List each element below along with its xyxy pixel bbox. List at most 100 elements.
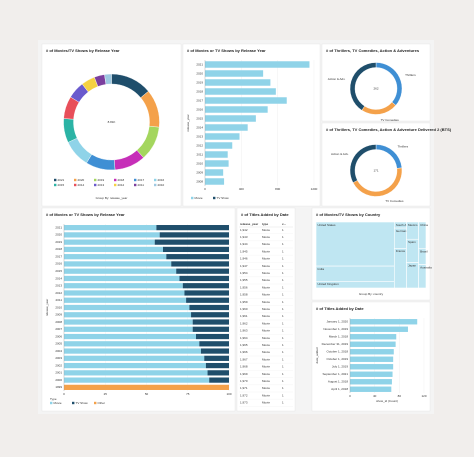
panel-title: # of Movies or TV Shows by Release Year [46,212,125,217]
y-tick-label: 2007 [55,327,62,331]
bar [64,370,208,376]
bar [64,275,180,282]
bar [209,377,229,383]
table-cell: 1 [282,228,284,232]
bar [64,290,185,296]
table-cell: 1,967 [240,357,248,361]
treemap-cell [394,248,407,289]
table-cell: Movie [262,343,270,347]
legend-label: 2018 [118,178,125,182]
bar [64,348,201,354]
y-tick-label: 2005 [55,342,62,346]
y-tick-label: July 1, 2019 [332,365,349,369]
bar [189,304,229,311]
bar [350,334,397,340]
table-cell: 1,966 [240,350,248,354]
legend-label: 2017 [138,178,145,182]
center-label: 171 [373,168,378,172]
table-cell: 1,959 [240,300,248,304]
column-header: c... [282,222,286,226]
panel-title: # of Movies or TV Shows by Release Year [187,48,266,53]
legend-title: Type [50,397,57,401]
table-cell: Movie [262,350,270,354]
table-cell: 1,963 [240,329,248,333]
table-cell: 1 [282,285,284,289]
bar [350,319,418,325]
y-tick-label: April 1, 2018 [331,387,348,391]
bar [205,133,240,140]
table-cell: 1,945 [240,249,248,253]
legend-label: 2012 [118,183,125,187]
panel [236,207,296,412]
table-cell: Movie [262,235,270,239]
bar [205,97,287,104]
cell-label: India [318,267,325,271]
y-tick-label: 2018 [196,89,203,93]
table-cell: 1 [282,343,284,347]
table-cell: Movie [262,357,270,361]
y-tick-label: August 1, 2018 [328,380,349,384]
table-cell: 1 [282,300,284,304]
bar [179,275,229,282]
table-cell: 1,955 [240,278,248,282]
cell-label: South Africa [396,223,413,227]
y-tick-label: September 1, 2021 [322,372,348,376]
y-tick-label: December 31, 2019 [322,342,349,346]
bar [205,362,229,369]
table-cell: Movie [262,285,270,289]
legend-swatch [74,183,77,187]
bar [64,232,160,238]
legend-swatch [94,183,97,187]
y-tick-label: 2001 [55,371,62,375]
table-cell: Movie [262,264,270,268]
bar [176,268,229,274]
y-tick-label: 2021 [55,225,62,229]
bar [64,341,200,347]
bar [192,326,229,332]
y-tick-label: 2018 [55,247,62,251]
panel-title: # of Thrillers, TV Comedies, Action & Ad… [326,127,452,132]
bar [64,377,210,383]
y-tick-label: 2008 [196,179,203,183]
bar [205,79,271,86]
x-tick-label: 120 [421,394,426,398]
cell-label: Japan [408,263,417,267]
y-tick-label: 2015 [55,269,62,273]
table-cell: 1,958 [240,293,248,297]
table-cell: Movie [262,379,270,383]
treemap-cell [315,265,395,282]
cell-label: China [420,223,428,227]
y-tick-label: October 1, 2019 [326,357,348,361]
bar [182,283,229,289]
table-cell: 1,965 [240,343,248,347]
legend-swatch [94,178,97,182]
y-tick-label: 2016 [196,107,203,111]
legend-label: Movie [54,401,62,405]
bar [64,268,177,274]
bar [350,326,408,332]
y-tick-label: 2002 [55,363,62,367]
legend-label: Other [98,401,106,405]
table-cell: 1 [282,350,284,354]
bar [64,304,190,311]
column-header: type [262,222,269,226]
legend-swatch [74,178,77,182]
table-cell: Movie [262,307,270,311]
legend-swatch [114,178,117,182]
y-tick-label: 2004 [55,349,62,353]
bar [205,169,224,176]
y-tick-label: November 1, 2019 [323,327,348,331]
table-cell: Movie [262,386,270,390]
bar [64,326,193,332]
bar [64,297,187,303]
legend-label: 2020 [78,178,85,182]
legend-label: 2013 [98,183,105,187]
table-cell: 1,971 [240,386,248,390]
bar [205,160,229,167]
cell-label: Germany [396,229,409,233]
table-cell: 1,968 [240,365,248,369]
y-tick-label: 2017 [196,98,203,102]
bar [154,239,229,245]
bar [205,151,228,158]
